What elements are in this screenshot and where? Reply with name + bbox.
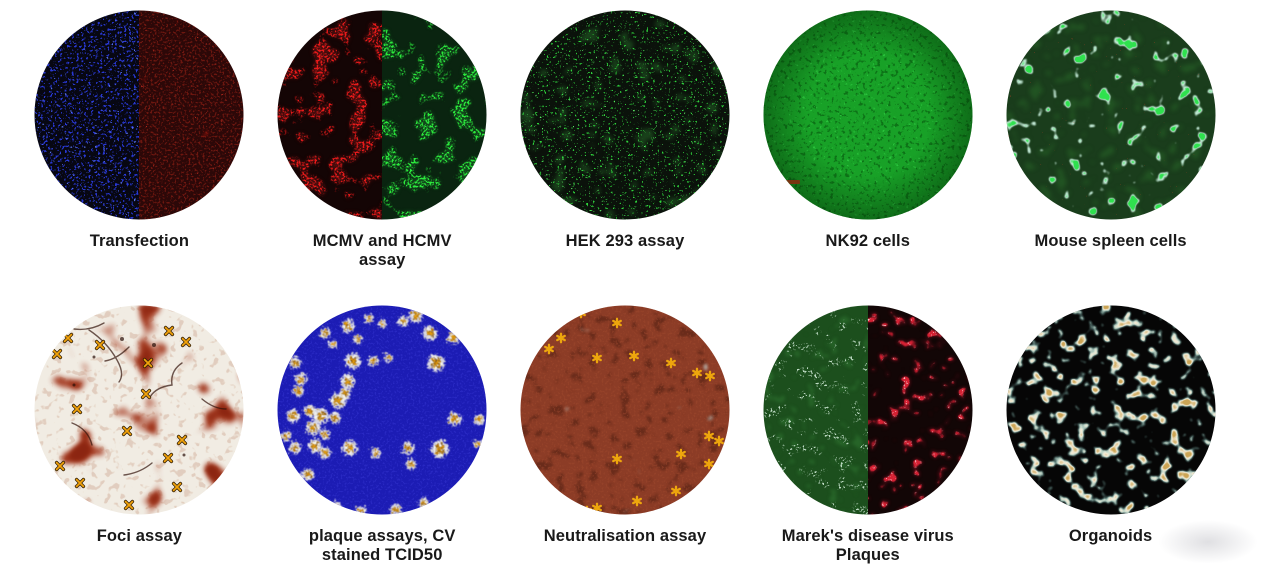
mouse-spleen-micrograph bbox=[1006, 10, 1216, 220]
nk92-micrograph bbox=[763, 10, 973, 220]
card-foci-assay[interactable]: Foci assay bbox=[18, 305, 261, 546]
mareks-micrograph bbox=[763, 305, 973, 515]
card-transfection[interactable]: Transfection bbox=[18, 10, 261, 251]
gallery-row-2: Foci assay plaque assays, CV stained TCI… bbox=[18, 305, 1232, 565]
foci-assay-micrograph bbox=[34, 305, 244, 515]
micrograph-caption: Foci assay bbox=[96, 527, 183, 546]
micrograph-caption: NK92 cells bbox=[825, 232, 911, 250]
green-stain-half bbox=[382, 10, 487, 220]
card-plaque-assay[interactable]: plaque assays, CV stained TCID50 bbox=[261, 305, 504, 565]
red-field-half bbox=[867, 305, 973, 515]
scale-bar bbox=[782, 180, 800, 184]
red-channel-half bbox=[139, 10, 244, 220]
red-stain-half bbox=[277, 10, 383, 220]
mcmv-hcmv-micrograph bbox=[277, 10, 487, 220]
neutralisation-micrograph bbox=[520, 305, 730, 515]
gallery-row-1: Transfection MCMV and HCMV as bbox=[18, 10, 1232, 270]
card-organoids[interactable]: Organoids bbox=[989, 305, 1232, 546]
transfection-micrograph bbox=[34, 10, 244, 220]
card-mareks-plaques[interactable]: Marek's disease virus Plaques bbox=[746, 305, 989, 565]
card-mouse-spleen[interactable]: Mouse spleen cells bbox=[989, 10, 1232, 251]
micrograph-caption: MCMV and HCMV assay bbox=[312, 232, 452, 270]
watermark-smudge bbox=[1158, 520, 1258, 564]
blue-channel-half bbox=[34, 10, 140, 220]
card-mcmv-hcmv[interactable]: MCMV and HCMV assay bbox=[261, 10, 504, 270]
micrograph-caption: plaque assays, CV stained TCID50 bbox=[308, 527, 456, 565]
micrograph-caption: Neutralisation assay bbox=[543, 527, 707, 546]
debris-specks bbox=[72, 337, 186, 457]
organoids-micrograph bbox=[1006, 305, 1216, 515]
hek293-micrograph bbox=[520, 10, 730, 220]
micrograph-caption: HEK 293 assay bbox=[565, 232, 685, 250]
green-field-half bbox=[763, 305, 868, 515]
card-hek293[interactable]: HEK 293 assay bbox=[504, 10, 747, 251]
micrograph-caption: Marek's disease virus Plaques bbox=[781, 527, 954, 565]
micrograph-caption: Mouse spleen cells bbox=[1034, 232, 1187, 250]
card-nk92[interactable]: NK92 cells bbox=[746, 10, 989, 251]
card-neutralisation[interactable]: Neutralisation assay bbox=[504, 305, 747, 546]
micrograph-caption: Organoids bbox=[1068, 527, 1153, 546]
debris-cracks bbox=[71, 322, 228, 476]
micrograph-caption: Transfection bbox=[89, 232, 190, 250]
plaque-assay-micrograph bbox=[277, 305, 487, 515]
